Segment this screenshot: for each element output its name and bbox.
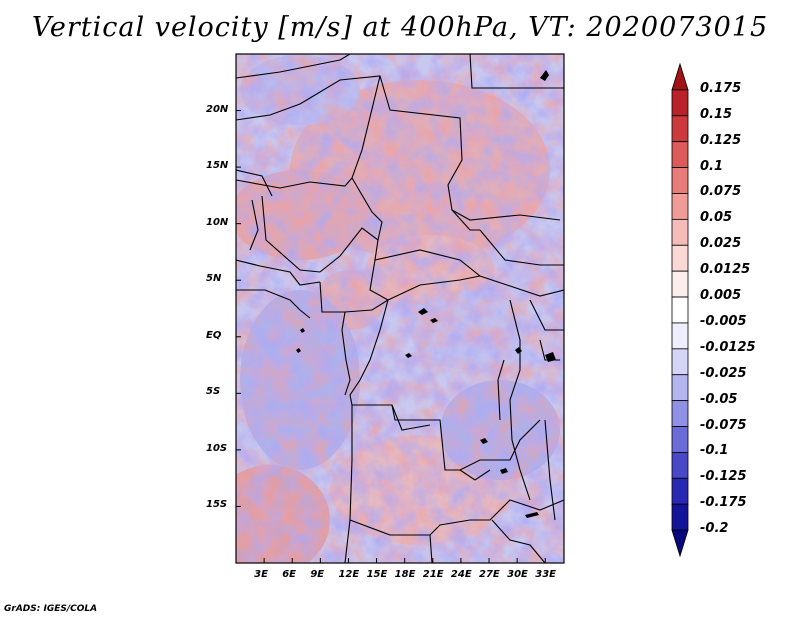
map-frame [235,53,565,564]
colorbar-label: 0.005 [700,288,742,304]
colorbar-box [671,322,689,350]
axis-ticks [236,110,546,563]
chart-title: Vertical velocity [m/s] at 400hPa, VT: 2… [31,12,769,43]
colorbar-box [671,348,689,376]
colorbar-label: -0.125 [700,469,747,485]
x-tick-label: 12E [338,569,360,580]
x-tick-label: 18E [394,569,416,580]
colorbar-label: 0.075 [700,184,742,200]
x-tick-label: 9E [310,569,325,580]
y-tick-label: 15S [206,499,228,511]
y-tick-label: 10N [206,216,229,228]
colorbar-label: 0.175 [700,80,742,96]
y-tick-label: EQ [206,329,222,341]
colorbar-box [671,193,689,220]
colorbar-label: -0.2 [700,521,729,537]
colorbar [671,62,689,558]
x-tick-label: 24E [450,569,472,580]
colorbar-box [671,115,689,143]
colorbar-box [671,141,689,168]
y-tick-label: 10S [206,442,228,454]
colorbar-label: 0.125 [700,132,742,148]
y-tick-label: 5S [206,386,221,398]
colorbar-box [671,374,689,402]
colorbar-label: -0.025 [700,365,747,381]
colorbar-box [671,270,689,298]
colorbar-box [671,477,689,505]
y-tick-label: 15N [206,160,229,172]
velocity-field-noise [236,54,564,563]
colorbar-bottom-triangle [671,529,689,558]
colorbar-label: 0.1 [700,158,724,174]
colorbar-label: -0.005 [700,313,747,329]
x-tick-label: 33E [535,569,556,580]
y-tick-label: 5N [206,273,222,285]
colorbar-box [671,296,689,324]
colorbar-box [671,452,689,479]
colorbar-label: -0.175 [700,495,747,511]
colorbar-label: -0.0125 [700,339,756,355]
x-tick-label: 21E [422,569,444,580]
colorbar-top-triangle [671,62,689,91]
colorbar-label: -0.075 [700,417,747,433]
x-tick-label: 3E [254,569,268,580]
colorbar-label: 0.15 [700,106,733,122]
colorbar-box [671,400,689,427]
colorbar-box [671,89,689,117]
colorbar-label: 0.05 [700,210,733,226]
y-tick-label: 20N [206,103,229,115]
colorbar-box [671,218,689,246]
colorbar-box [671,167,689,194]
colorbar-label: 0.0125 [700,262,751,278]
x-tick-label: 6E [282,569,297,580]
x-tick-label: 27E [479,569,500,580]
colorbar-label: 0.025 [700,236,742,252]
colorbar-box [671,426,689,453]
colorbar-box [671,503,689,531]
grads-credit: GrADS: IGES/COLA [4,604,98,614]
x-tick-label: 30E [507,569,528,580]
country-borders [236,54,564,563]
x-tick-label: 15E [366,569,388,580]
map-plot-area [236,54,564,563]
colorbar-box [671,244,689,272]
colorbar-label: -0.05 [700,391,738,407]
lakes [296,70,556,518]
colorbar-label: -0.1 [700,443,729,459]
